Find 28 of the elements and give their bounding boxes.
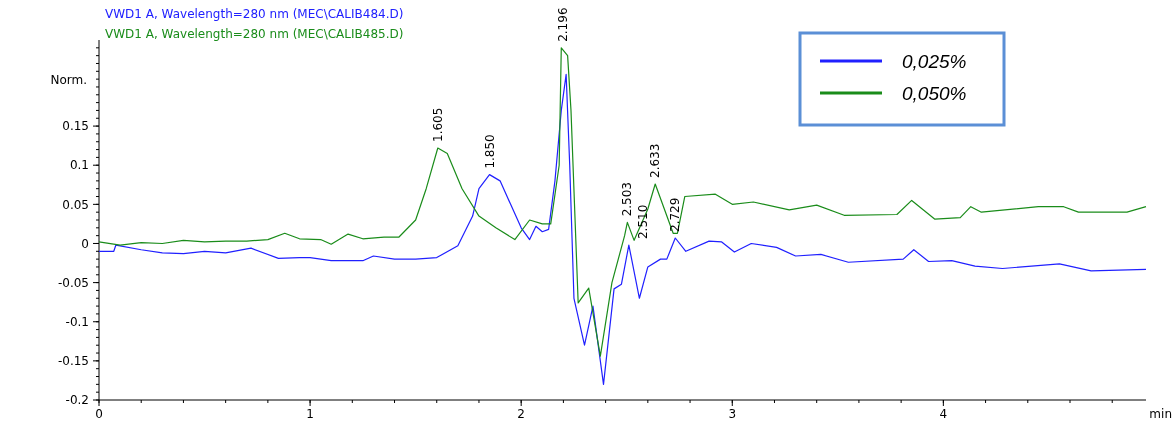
y-tick-label: 0.05 <box>62 197 89 212</box>
chart-title: VWD1 A, Wavelength=280 nm (MEC\CALIB484.D) <box>105 7 404 21</box>
annotation: 2.633 <box>647 143 662 178</box>
x-tick-label: 2 <box>517 407 525 421</box>
legend-label: 0,025% <box>902 50 967 72</box>
y-tick-label: -0.15 <box>57 354 89 369</box>
annotation: 1.605 <box>430 107 445 142</box>
x-axis-title: min <box>1149 407 1172 421</box>
y-tick-label: -0.2 <box>65 393 89 408</box>
line-series <box>98 73 1147 385</box>
chart-subtitle: VWD1 A, Wavelength=280 nm (MEC\CALIB485.D) <box>105 27 404 41</box>
x-tick-label: 1 <box>306 407 314 421</box>
annotation: 2.510 <box>635 204 650 240</box>
y-tick-label: -0.1 <box>65 314 89 329</box>
y-tick-label: -0.05 <box>57 275 89 290</box>
x-tick-label: 3 <box>728 407 737 421</box>
y-axis-title: Norm. <box>50 73 87 87</box>
x-tick-label: 4 <box>939 407 948 421</box>
x-tick-label: 0 <box>95 407 103 421</box>
legend-label: 0,050% <box>902 82 967 104</box>
y-tick-label: 0.1 <box>69 158 89 173</box>
annotation: 2.503 <box>620 181 635 217</box>
y-tick-label: 0 <box>81 236 89 251</box>
y-tick-label: 0.15 <box>62 119 89 134</box>
annotation: 2.196 <box>555 7 570 42</box>
annotation: 2.729 <box>668 197 683 232</box>
annotation: 1.850 <box>482 134 497 169</box>
line-series <box>98 47 1147 357</box>
